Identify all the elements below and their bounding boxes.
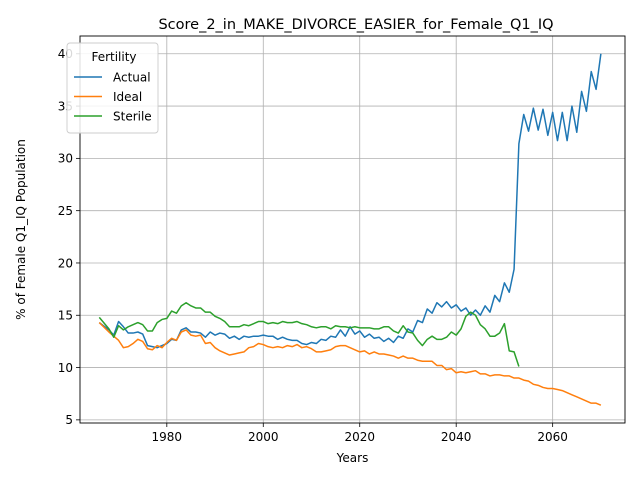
legend-title: Fertility	[91, 50, 136, 64]
x-tick-label: 1980	[152, 430, 183, 444]
y-tick-label: 5	[65, 413, 73, 427]
y-tick-label: 30	[58, 152, 73, 166]
legend-label-ideal: Ideal	[113, 90, 142, 104]
legend-label-actual: Actual	[113, 70, 151, 84]
legend-box	[66, 42, 159, 134]
series-line-ideal	[98, 322, 602, 406]
x-tick-label: 2040	[441, 430, 472, 444]
y-tick-label: 20	[58, 256, 73, 270]
series-line-actual	[98, 53, 602, 349]
plot-frame	[79, 35, 626, 424]
series-lines	[98, 53, 602, 406]
x-tick-label: 2020	[344, 430, 375, 444]
series-line-sterile	[98, 301, 520, 367]
legend: Fertility Actual Ideal Sterile	[66, 42, 159, 134]
y-tick-label: 25	[58, 204, 73, 218]
y-tick-label: 10	[58, 361, 73, 375]
legend-label-sterile: Sterile	[113, 109, 152, 123]
x-axis: 1980 2000 2020 2040 2060	[152, 423, 568, 444]
grid	[80, 36, 625, 423]
y-tick-label: 15	[58, 309, 73, 323]
x-axis-label: Years	[336, 451, 369, 465]
x-tick-label: 2000	[248, 430, 279, 444]
x-tick-label: 2060	[537, 430, 568, 444]
y-axis-label: % of Female Q1_IQ Population	[14, 139, 28, 320]
chart-title: Score_2_in_MAKE_DIVORCE_EASIER_for_Femal…	[158, 17, 553, 33]
